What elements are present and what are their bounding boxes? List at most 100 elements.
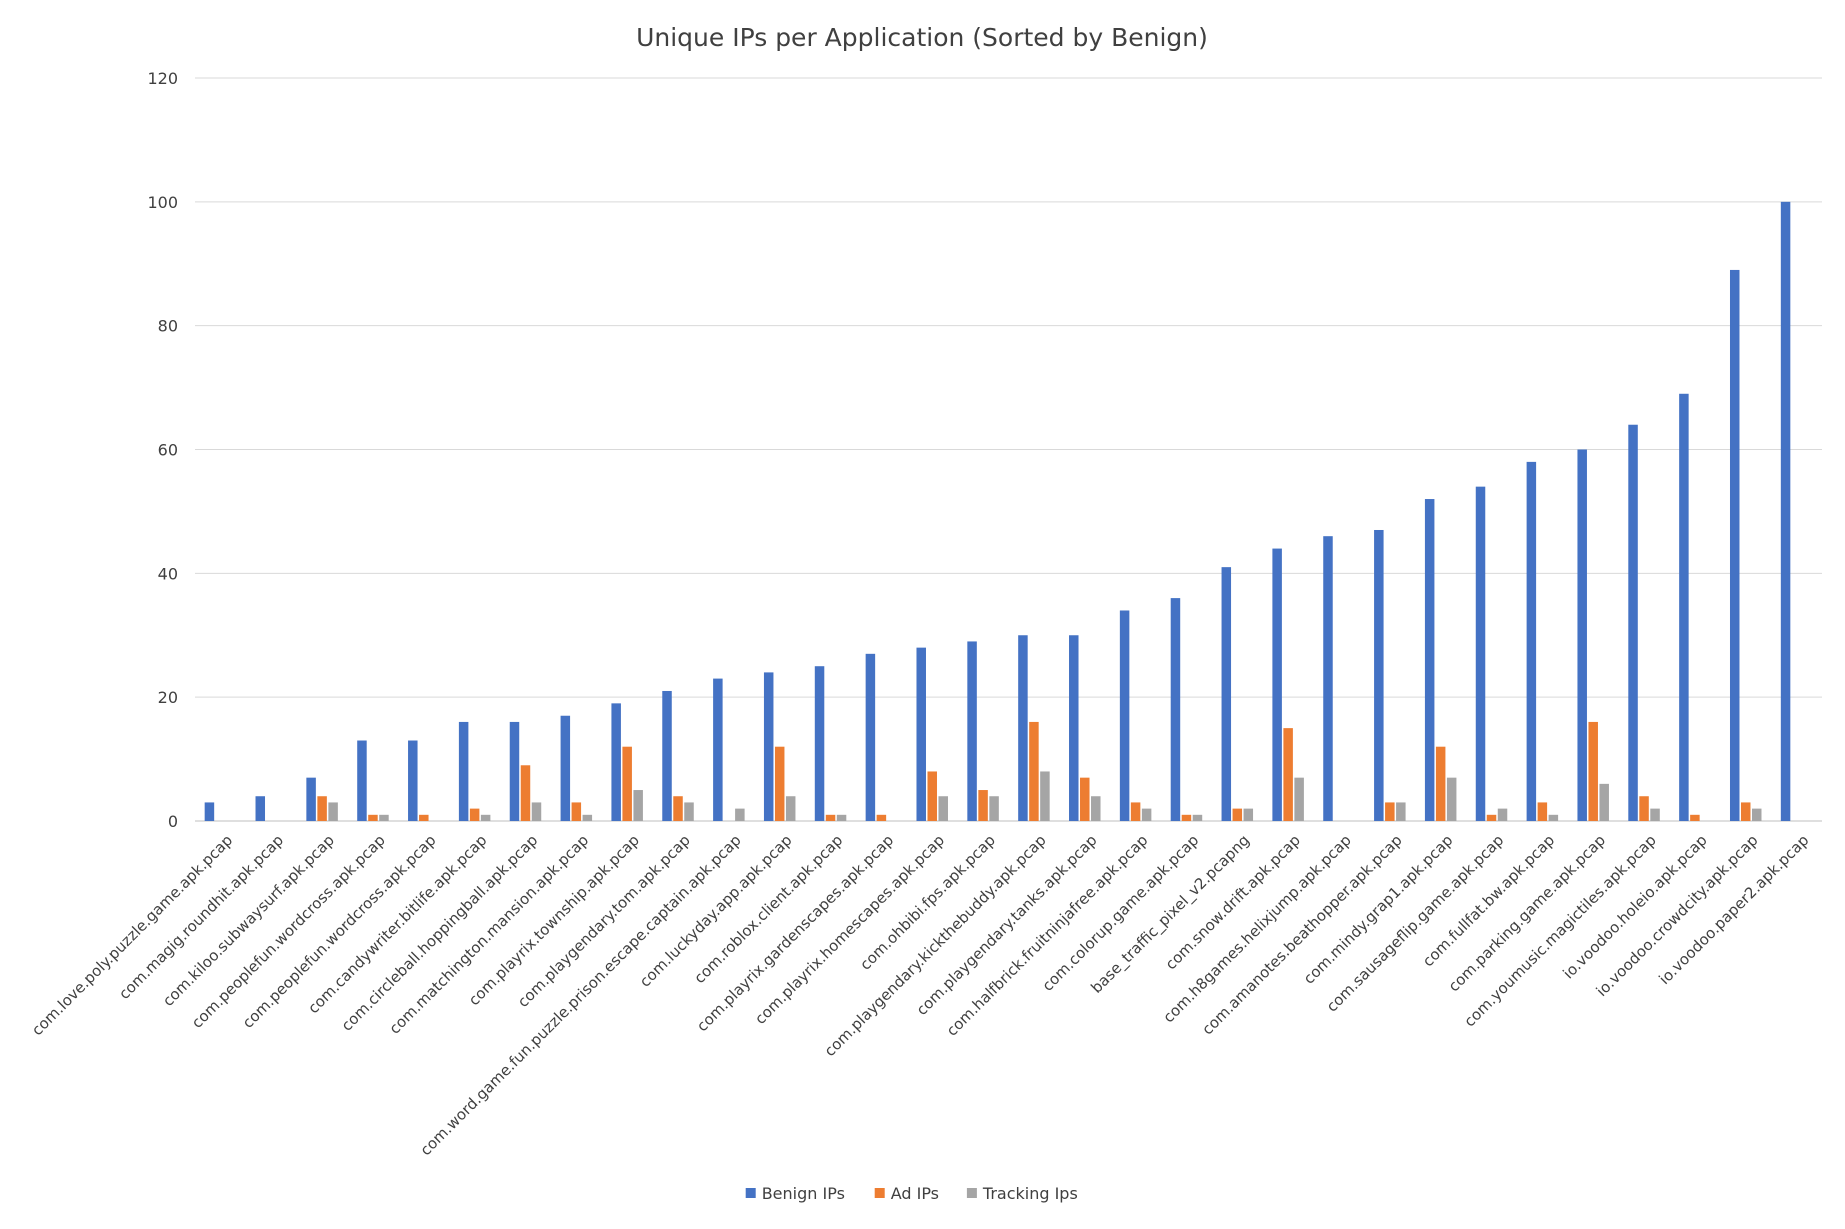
bar-benign-ips <box>611 703 621 821</box>
bar-benign-ips <box>1272 548 1282 821</box>
bar-tracking-ips <box>938 796 948 821</box>
bar-benign-ips <box>916 647 926 821</box>
bar-ad-ips <box>1385 802 1395 821</box>
bar-tracking-ips <box>1446 777 1457 821</box>
bar-ad-ips <box>469 808 480 821</box>
gridlines <box>195 77 1822 822</box>
bar-tracking-ips <box>1599 783 1609 821</box>
bar-benign-ips <box>1577 449 1587 821</box>
bar-tracking-ips <box>1192 814 1203 821</box>
bar-ad-ips <box>876 814 887 821</box>
legend: Benign IPs Ad IPs Tracking Ips <box>745 1184 1078 1203</box>
x-category-label: com.youmusic.magictiles.apk.pcap <box>1461 831 1660 1030</box>
chart-title: Unique IPs per Application (Sorted by Be… <box>636 23 1208 52</box>
bar-tracking-ips <box>684 802 694 821</box>
bar-ad-ips <box>1537 802 1548 821</box>
bar-tracking-ips <box>1751 808 1762 821</box>
bar-ad-ips <box>1029 721 1039 821</box>
bar-ad-ips <box>1486 814 1497 821</box>
y-tick-label: 60 <box>158 441 178 460</box>
bar-benign-ips <box>1780 201 1791 822</box>
bar-benign-ips <box>1119 610 1130 821</box>
bar-ad-ips <box>1232 808 1243 821</box>
bar-ad-ips <box>1588 721 1598 821</box>
bar-benign-ips <box>713 678 723 821</box>
bar-tracking-ips <box>785 796 796 821</box>
bar-benign-ips <box>560 715 571 821</box>
bar-tracking-ips <box>633 790 643 821</box>
bar-tracking-ips <box>328 802 338 821</box>
legend-label: Ad IPs <box>891 1184 939 1203</box>
legend-swatch <box>745 1188 756 1198</box>
legend-label: Tracking Ips <box>982 1184 1078 1203</box>
bar-benign-ips <box>1475 486 1486 821</box>
bar-benign-ips <box>662 690 672 821</box>
bar-benign-ips <box>814 666 825 821</box>
bar-ad-ips <box>368 814 378 821</box>
bar-ad-ips <box>1740 802 1751 821</box>
y-tick-label: 20 <box>158 688 178 707</box>
bar-benign-ips <box>255 796 266 821</box>
bar-tracking-ips <box>989 796 999 821</box>
bar-tracking-ips <box>379 814 389 821</box>
bars <box>204 201 1791 822</box>
bar-benign-ips <box>1424 499 1435 821</box>
bar-benign-ips <box>865 653 876 821</box>
y-tick-label: 120 <box>147 69 178 88</box>
bar-benign-ips <box>1526 461 1537 821</box>
bar-benign-ips <box>967 641 977 821</box>
bar-tracking-ips <box>1497 808 1508 821</box>
bar-tracking-ips <box>1243 808 1254 821</box>
bar-benign-ips <box>1374 529 1384 821</box>
bar-tracking-ips <box>1294 777 1304 821</box>
bar-tracking-ips <box>735 808 745 821</box>
bar-ad-ips <box>1080 777 1090 821</box>
bar-ad-ips <box>927 771 937 821</box>
y-tick-label: 80 <box>158 317 178 336</box>
bar-benign-ips <box>408 740 418 821</box>
y-tick-label: 100 <box>147 193 178 212</box>
bar-benign-ips <box>204 802 215 821</box>
bar-ad-ips <box>825 814 836 821</box>
bar-ad-ips <box>571 802 582 821</box>
bar-tracking-ips <box>1040 771 1050 821</box>
bar-tracking-ips <box>531 802 542 821</box>
x-category-label: com.playgendary.tanks.apk.pcap <box>913 831 1101 1019</box>
bar-ad-ips <box>1130 802 1141 821</box>
bar-benign-ips <box>306 777 316 821</box>
bar-benign-ips <box>1628 424 1638 821</box>
bar-benign-ips <box>1729 269 1740 822</box>
bar-benign-ips <box>357 740 367 821</box>
bar-ad-ips <box>774 746 785 821</box>
bar-benign-ips <box>763 672 774 821</box>
y-tick-label: 0 <box>168 812 178 831</box>
x-category-label: com.h8games.helixjump.apk.pcap <box>1160 831 1355 1026</box>
x-axis-category-labels: com.love.poly.puzzle.game.apk.pcapcom.ma… <box>28 831 1812 1159</box>
bar-benign-ips <box>509 721 520 821</box>
bar-ad-ips <box>1435 746 1446 821</box>
x-category-label: com.candywriter.bitlife.apk.pcap <box>304 831 490 1017</box>
bar-ad-ips <box>1181 814 1192 821</box>
x-category-label: com.playrix.homescapes.apk.pcap <box>751 831 948 1028</box>
bar-ad-ips <box>317 796 327 821</box>
bar-ad-ips <box>1690 814 1700 821</box>
bar-ad-ips <box>1283 728 1293 821</box>
bar-tracking-ips <box>1396 802 1406 821</box>
bar-tracking-ips <box>1548 814 1559 821</box>
legend-swatch <box>966 1188 977 1198</box>
bar-ad-ips <box>978 790 988 821</box>
bar-ad-ips <box>419 814 429 821</box>
bar-ad-ips <box>1639 796 1649 821</box>
bar-benign-ips <box>1679 393 1689 821</box>
bar-benign-ips <box>1170 598 1181 821</box>
bar-tracking-ips <box>1650 808 1660 821</box>
bar-tracking-ips <box>1091 796 1101 821</box>
bar-tracking-ips <box>582 814 593 821</box>
bar-ad-ips <box>622 746 632 821</box>
y-tick-label: 40 <box>158 564 178 583</box>
bar-tracking-ips <box>836 814 847 821</box>
bar-benign-ips <box>1221 567 1232 821</box>
bar-benign-ips <box>1018 635 1028 821</box>
